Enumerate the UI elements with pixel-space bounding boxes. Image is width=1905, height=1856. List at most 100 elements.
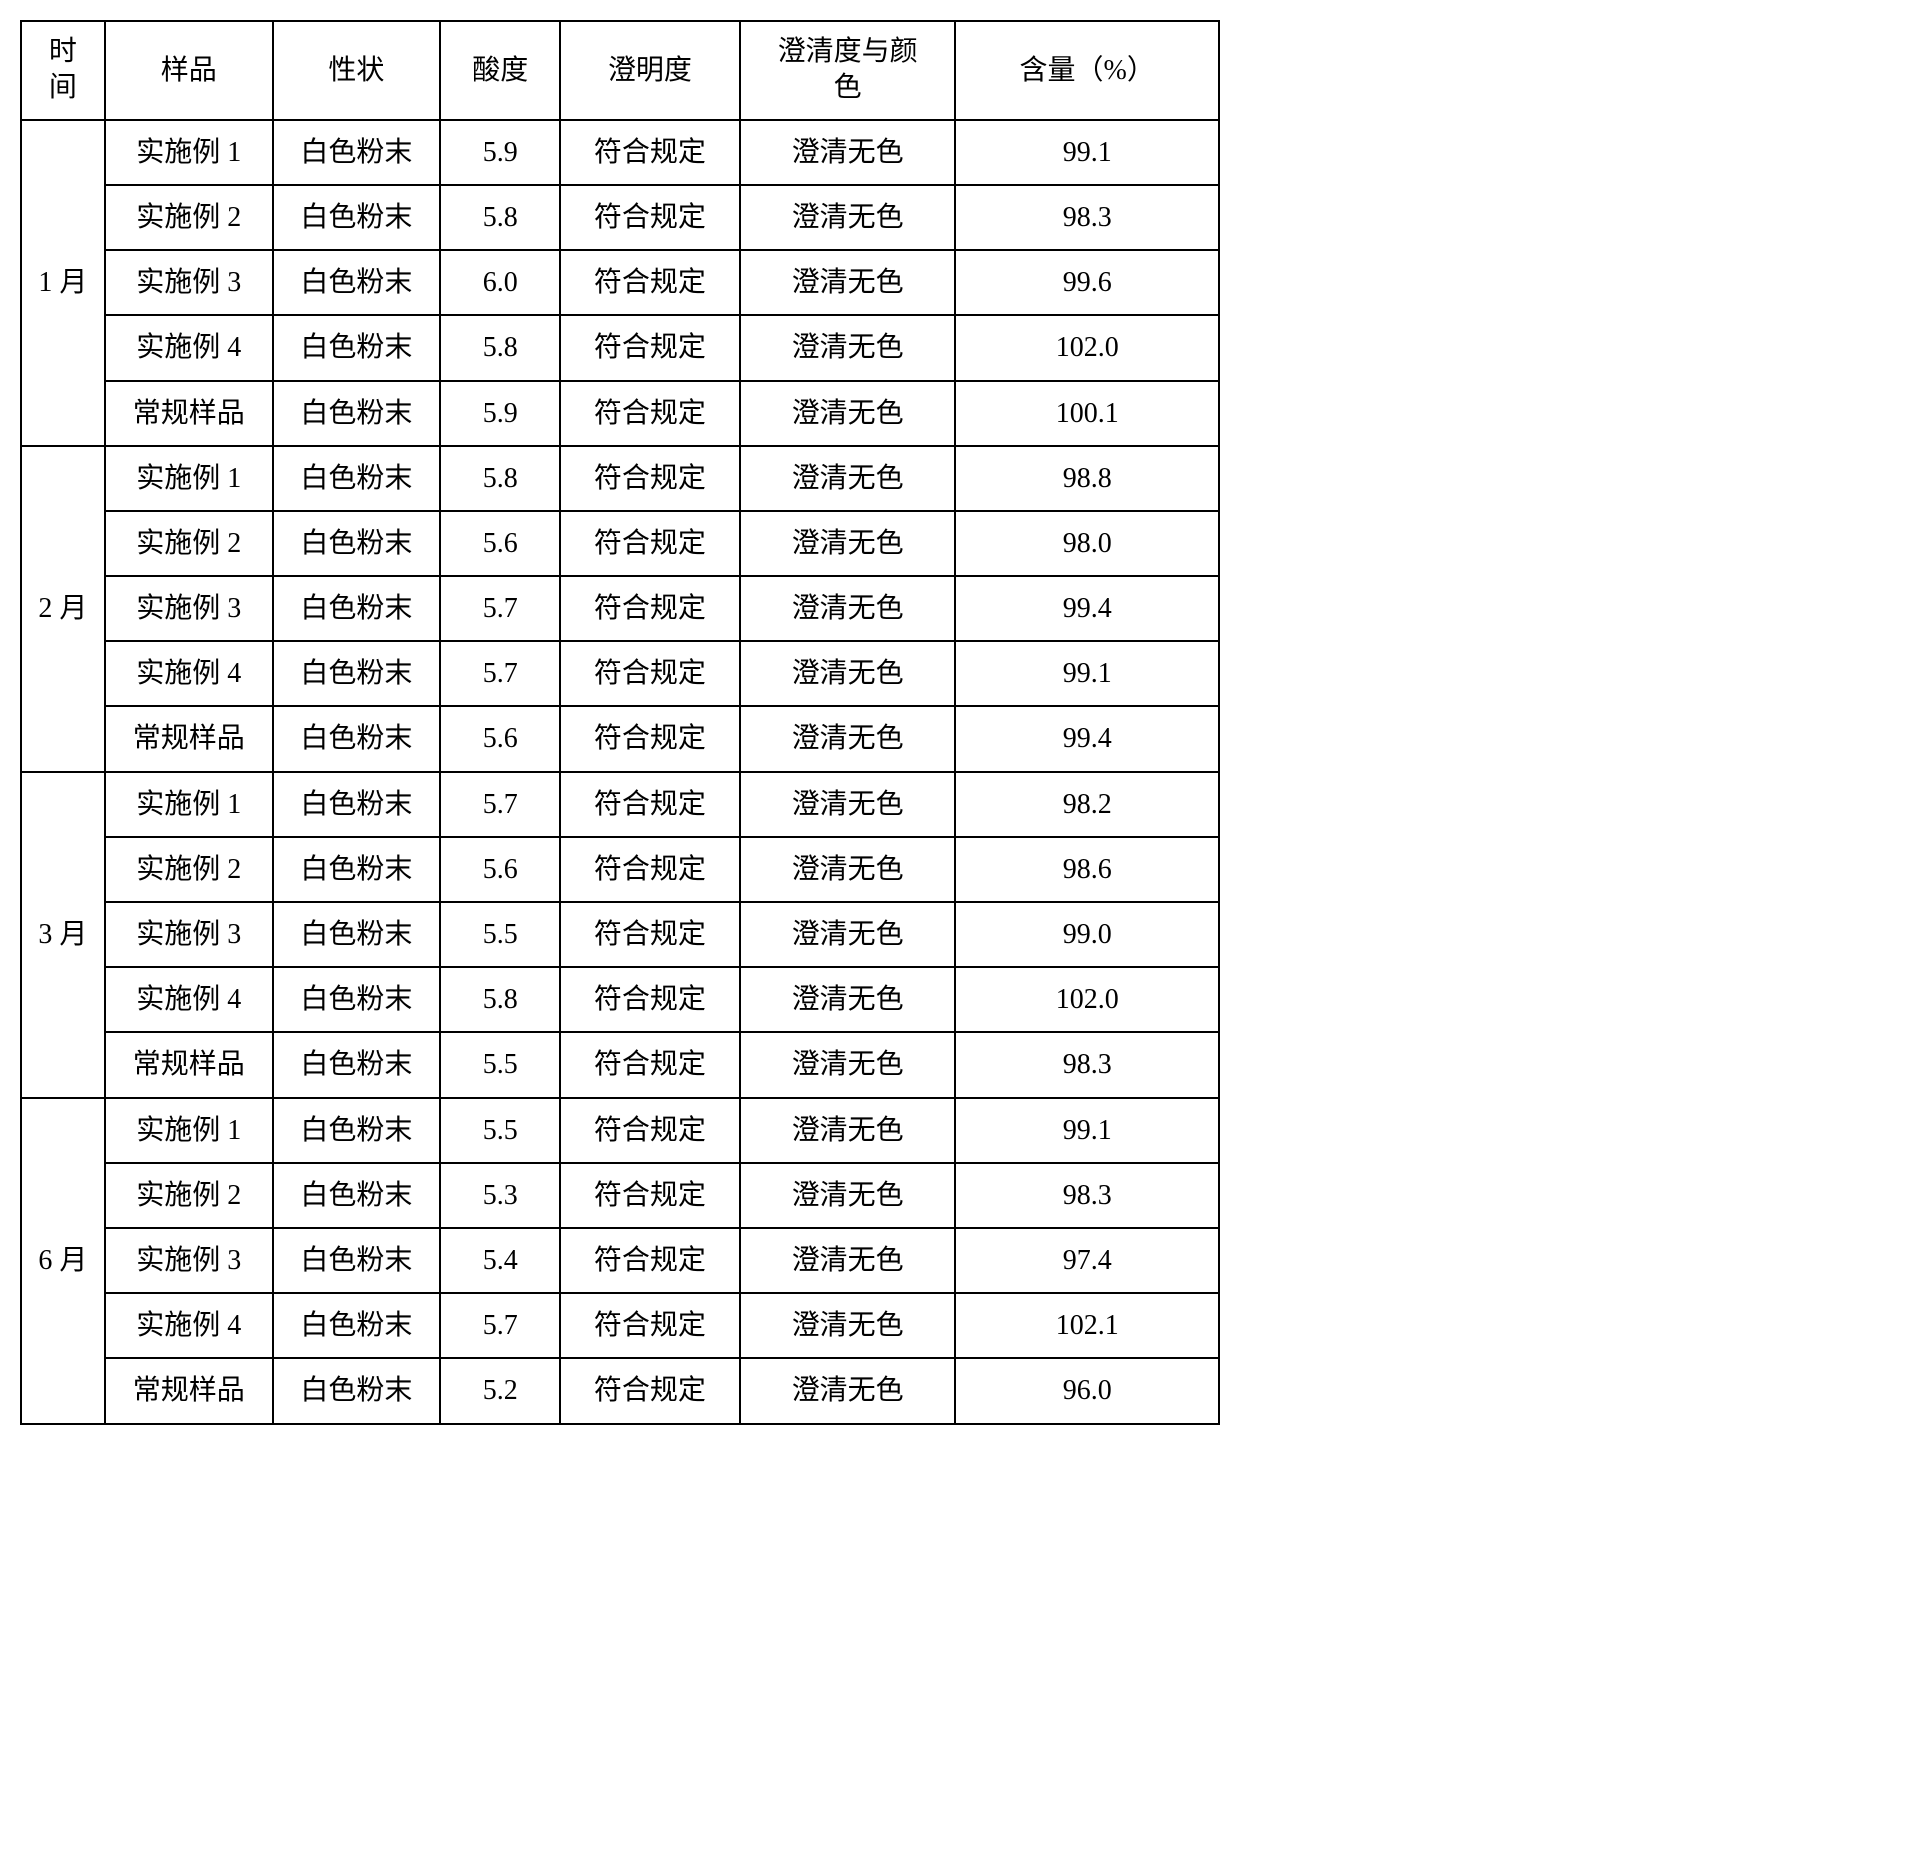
sample-cell: 实施例 1 (105, 772, 273, 837)
table-row: 实施例 3白色粉末5.5符合规定澄清无色99.0 (21, 902, 1219, 967)
sample-cell: 实施例 3 (105, 1228, 273, 1293)
property-cell: 白色粉末 (273, 1358, 441, 1423)
sample-cell: 实施例 1 (105, 120, 273, 185)
acidity-cell: 5.7 (440, 772, 560, 837)
sample-cell: 实施例 2 (105, 511, 273, 576)
sample-cell: 实施例 4 (105, 967, 273, 1032)
color-cell: 澄清无色 (740, 772, 956, 837)
acidity-cell: 5.5 (440, 902, 560, 967)
header-property: 性状 (273, 21, 441, 120)
table-row: 常规样品白色粉末5.5符合规定澄清无色98.3 (21, 1032, 1219, 1097)
color-cell: 澄清无色 (740, 1228, 956, 1293)
color-cell: 澄清无色 (740, 185, 956, 250)
color-cell: 澄清无色 (740, 967, 956, 1032)
acidity-cell: 5.8 (440, 967, 560, 1032)
sample-cell: 实施例 4 (105, 315, 273, 380)
sample-cell: 实施例 4 (105, 641, 273, 706)
table-row: 常规样品白色粉末5.9符合规定澄清无色100.1 (21, 381, 1219, 446)
header-row: 时间 样品 性状 酸度 澄明度 澄清度与颜色 含量（%） (21, 21, 1219, 120)
color-cell: 澄清无色 (740, 381, 956, 446)
table-row: 实施例 4白色粉末5.7符合规定澄清无色102.1 (21, 1293, 1219, 1358)
content-cell: 98.2 (955, 772, 1219, 837)
time-cell: 1 月 (21, 120, 105, 446)
content-cell: 97.4 (955, 1228, 1219, 1293)
content-cell: 99.4 (955, 706, 1219, 771)
content-cell: 102.1 (955, 1293, 1219, 1358)
clarity-cell: 符合规定 (560, 381, 740, 446)
sample-cell: 实施例 1 (105, 1098, 273, 1163)
header-color: 澄清度与颜色 (740, 21, 956, 120)
color-cell: 澄清无色 (740, 446, 956, 511)
content-cell: 98.6 (955, 837, 1219, 902)
clarity-cell: 符合规定 (560, 1163, 740, 1228)
property-cell: 白色粉末 (273, 706, 441, 771)
table-row: 2 月实施例 1白色粉末5.8符合规定澄清无色98.8 (21, 446, 1219, 511)
time-cell: 3 月 (21, 772, 105, 1098)
sample-cell: 实施例 3 (105, 576, 273, 641)
content-cell: 98.8 (955, 446, 1219, 511)
clarity-cell: 符合规定 (560, 1358, 740, 1423)
color-cell: 澄清无色 (740, 576, 956, 641)
content-cell: 99.6 (955, 250, 1219, 315)
acidity-cell: 5.8 (440, 315, 560, 380)
color-cell: 澄清无色 (740, 250, 956, 315)
clarity-cell: 符合规定 (560, 706, 740, 771)
property-cell: 白色粉末 (273, 381, 441, 446)
property-cell: 白色粉末 (273, 902, 441, 967)
clarity-cell: 符合规定 (560, 772, 740, 837)
color-cell: 澄清无色 (740, 511, 956, 576)
content-cell: 99.1 (955, 1098, 1219, 1163)
clarity-cell: 符合规定 (560, 1228, 740, 1293)
color-cell: 澄清无色 (740, 1358, 956, 1423)
acidity-cell: 5.5 (440, 1032, 560, 1097)
table-row: 实施例 4白色粉末5.8符合规定澄清无色102.0 (21, 967, 1219, 1032)
content-cell: 100.1 (955, 381, 1219, 446)
property-cell: 白色粉末 (273, 1228, 441, 1293)
content-cell: 98.3 (955, 1163, 1219, 1228)
table-body: 1 月实施例 1白色粉末5.9符合规定澄清无色99.1实施例 2白色粉末5.8符… (21, 120, 1219, 1424)
acidity-cell: 5.4 (440, 1228, 560, 1293)
table-row: 实施例 2白色粉末5.6符合规定澄清无色98.0 (21, 511, 1219, 576)
table-row: 实施例 2白色粉末5.3符合规定澄清无色98.3 (21, 1163, 1219, 1228)
table-row: 实施例 3白色粉末5.4符合规定澄清无色97.4 (21, 1228, 1219, 1293)
property-cell: 白色粉末 (273, 641, 441, 706)
acidity-cell: 5.2 (440, 1358, 560, 1423)
header-clarity: 澄明度 (560, 21, 740, 120)
color-cell: 澄清无色 (740, 1098, 956, 1163)
clarity-cell: 符合规定 (560, 511, 740, 576)
acidity-cell: 5.6 (440, 511, 560, 576)
sample-cell: 实施例 2 (105, 1163, 273, 1228)
sample-cell: 实施例 4 (105, 1293, 273, 1358)
sample-cell: 实施例 1 (105, 446, 273, 511)
property-cell: 白色粉末 (273, 315, 441, 380)
color-cell: 澄清无色 (740, 902, 956, 967)
acidity-cell: 5.7 (440, 576, 560, 641)
property-cell: 白色粉末 (273, 967, 441, 1032)
clarity-cell: 符合规定 (560, 185, 740, 250)
sample-cell: 常规样品 (105, 1032, 273, 1097)
acidity-cell: 5.6 (440, 837, 560, 902)
clarity-cell: 符合规定 (560, 446, 740, 511)
clarity-cell: 符合规定 (560, 641, 740, 706)
clarity-cell: 符合规定 (560, 837, 740, 902)
sample-cell: 实施例 3 (105, 250, 273, 315)
content-cell: 99.4 (955, 576, 1219, 641)
property-cell: 白色粉末 (273, 120, 441, 185)
sample-cell: 实施例 2 (105, 837, 273, 902)
acidity-cell: 5.5 (440, 1098, 560, 1163)
content-cell: 98.0 (955, 511, 1219, 576)
table-row: 实施例 2白色粉末5.6符合规定澄清无色98.6 (21, 837, 1219, 902)
acidity-cell: 5.7 (440, 641, 560, 706)
table-row: 常规样品白色粉末5.2符合规定澄清无色96.0 (21, 1358, 1219, 1423)
clarity-cell: 符合规定 (560, 967, 740, 1032)
header-sample: 样品 (105, 21, 273, 120)
property-cell: 白色粉末 (273, 772, 441, 837)
content-cell: 99.1 (955, 120, 1219, 185)
property-cell: 白色粉末 (273, 1032, 441, 1097)
color-cell: 澄清无色 (740, 120, 956, 185)
sample-cell: 常规样品 (105, 381, 273, 446)
sample-cell: 实施例 3 (105, 902, 273, 967)
content-cell: 102.0 (955, 967, 1219, 1032)
property-cell: 白色粉末 (273, 1163, 441, 1228)
color-cell: 澄清无色 (740, 315, 956, 380)
